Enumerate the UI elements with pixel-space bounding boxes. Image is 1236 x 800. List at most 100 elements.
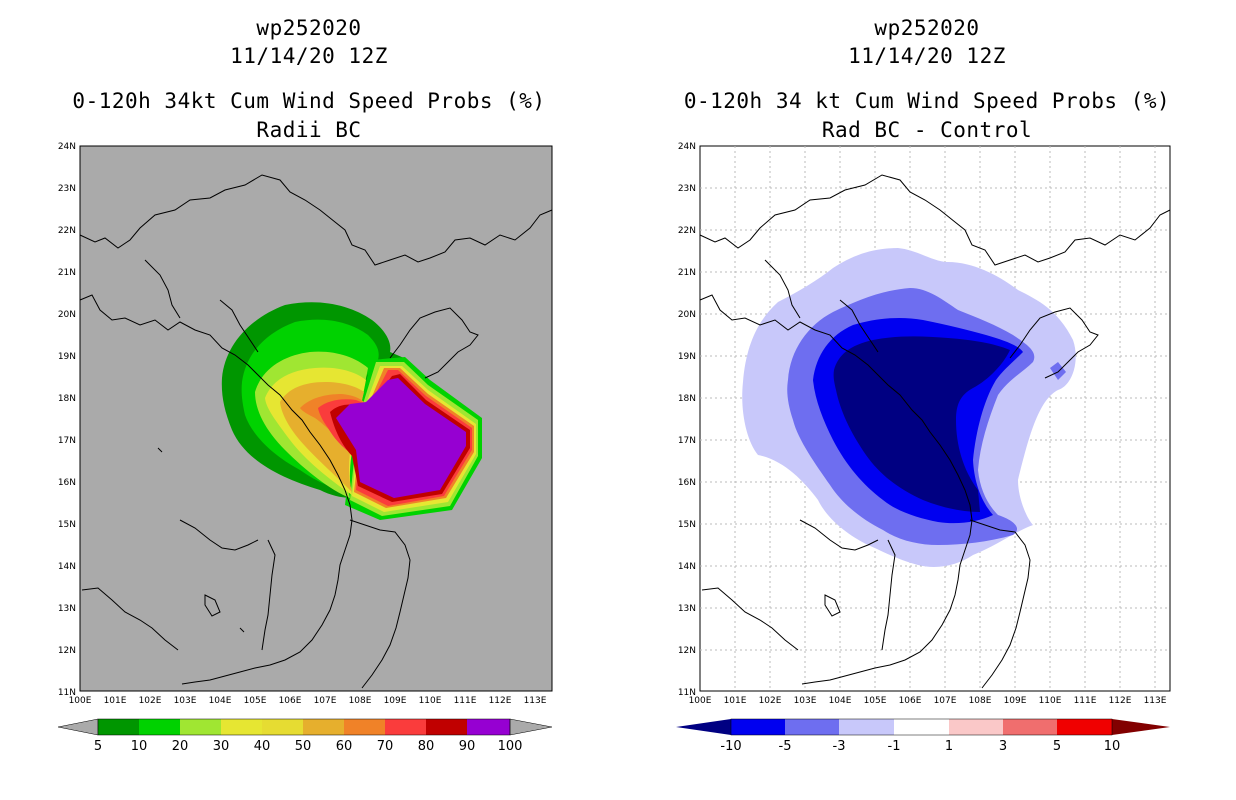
lon-label: 108E <box>349 696 372 706</box>
lat-label: 12N <box>678 646 696 656</box>
lat-label: 24N <box>678 142 696 152</box>
colorbar-label: 80 <box>418 739 435 754</box>
lat-label: 20N <box>58 310 76 320</box>
lon-label: 100E <box>69 696 92 706</box>
colorbar-label: 100 <box>498 739 523 754</box>
left-map: 24N 23N 22N 21N 20N 19N 18N 17N 16N 15N … <box>57 142 553 754</box>
lon-label: 113E <box>1144 696 1167 706</box>
colorbar-swatch <box>1003 719 1057 735</box>
left-title-storm: wp252020 <box>256 16 362 40</box>
colorbar-swatch <box>426 719 467 735</box>
left-title-subtitle: Radii BC <box>256 118 362 142</box>
colorbar-swatch <box>344 719 385 735</box>
lon-label: 105E <box>864 696 887 706</box>
lat-label: 17N <box>58 436 76 446</box>
lat-label: 21N <box>678 268 696 278</box>
lat-label: 23N <box>678 184 696 194</box>
colorbar-label: 70 <box>377 739 394 754</box>
lon-label: 112E <box>489 696 512 706</box>
colorbar-label: 20 <box>172 739 189 754</box>
right-title-subtitle: Rad BC - Control <box>821 118 1033 142</box>
lat-label: 14N <box>58 562 76 572</box>
left-lat-ticks: 24N 23N 22N 21N 20N 19N 18N 17N 16N 15N … <box>58 142 76 698</box>
colorbar-label: -3 <box>833 739 846 754</box>
colorbar-under-arrow <box>676 719 731 735</box>
colorbar-label: 5 <box>94 739 102 754</box>
left-colorbar: 5 10 20 30 40 50 60 70 80 90 100 <box>57 718 553 754</box>
colorbar-over-arrow <box>509 718 553 736</box>
lat-label: 22N <box>678 226 696 236</box>
lat-label: 13N <box>678 604 696 614</box>
lon-label: 106E <box>899 696 922 706</box>
lon-label: 100E <box>689 696 712 706</box>
lon-label: 102E <box>139 696 162 706</box>
colorbar-swatch <box>949 719 1003 735</box>
lon-label: 101E <box>104 696 127 706</box>
lon-label: 103E <box>174 696 197 706</box>
colorbar-swatch <box>180 719 221 735</box>
colorbar-swatch <box>839 719 894 735</box>
lat-label: 15N <box>58 520 76 530</box>
colorbar-label: 1 <box>945 739 953 754</box>
left-coastlines <box>79 174 553 689</box>
right-colorbar: -10 -5 -3 -1 1 3 5 10 <box>676 718 1170 754</box>
left-probability-contours <box>221 302 482 520</box>
colorbar-under-arrow <box>57 718 99 736</box>
right-panel: wp252020 11/14/20 12Z 0-120h 34 kt Cum W… <box>618 0 1236 800</box>
colorbar-label: -10 <box>720 739 741 754</box>
colorbar-label: 90 <box>459 739 476 754</box>
colorbar-label: 50 <box>295 739 312 754</box>
colorbar-swatch <box>262 719 303 735</box>
colorbar-label: 5 <box>1053 739 1061 754</box>
lon-label: 101E <box>724 696 747 706</box>
colorbar-swatch <box>894 719 949 735</box>
lon-label: 110E <box>419 696 442 706</box>
colorbar-label: -5 <box>779 739 792 754</box>
lat-label: 21N <box>58 268 76 278</box>
lat-label: 16N <box>58 478 76 488</box>
lat-label: 14N <box>678 562 696 572</box>
left-lon-ticks: 100E 101E 102E 103E 104E 105E 106E 107E … <box>69 696 547 706</box>
colorbar-swatch <box>139 719 180 735</box>
lon-label: 104E <box>829 696 852 706</box>
lat-label: 24N <box>58 142 76 152</box>
right-lat-ticks: 24N 23N 22N 21N 20N 19N 18N 17N 16N 15N … <box>678 142 696 698</box>
lat-label: 15N <box>678 520 696 530</box>
lat-label: 19N <box>678 352 696 362</box>
colorbar-swatch <box>385 719 426 735</box>
colorbar-label: 3 <box>999 739 1007 754</box>
left-title-product: 0-120h 34kt Cum Wind Speed Probs (%) <box>72 89 546 113</box>
lon-label: 112E <box>1109 696 1132 706</box>
lon-label: 102E <box>759 696 782 706</box>
colorbar-label: 10 <box>1104 739 1121 754</box>
lon-label: 111E <box>454 696 477 706</box>
right-title-storm: wp252020 <box>874 16 980 40</box>
colorbar-over-arrow <box>1112 719 1170 735</box>
lat-label: 22N <box>58 226 76 236</box>
lon-label: 104E <box>209 696 232 706</box>
lat-label: 17N <box>678 436 696 446</box>
lon-label: 103E <box>794 696 817 706</box>
colorbar-swatch <box>98 719 139 735</box>
lat-label: 11N <box>58 688 76 698</box>
lon-label: 108E <box>969 696 992 706</box>
lat-label: 20N <box>678 310 696 320</box>
left-title-date: 11/14/20 12Z <box>230 44 388 68</box>
lat-label: 18N <box>678 394 696 404</box>
colorbar-swatch <box>731 719 785 735</box>
lat-label: 12N <box>58 646 76 656</box>
colorbar-label: 40 <box>254 739 271 754</box>
right-title-date: 11/14/20 12Z <box>848 44 1006 68</box>
colorbar-swatch <box>303 719 344 735</box>
colorbar-swatch <box>467 719 510 735</box>
colorbar-swatch <box>785 719 839 735</box>
lon-label: 109E <box>1004 696 1027 706</box>
right-map: 24N 23N 22N 21N 20N 19N 18N 17N 16N 15N … <box>676 142 1171 754</box>
left-panel: wp252020 11/14/20 12Z 0-120h 34kt Cum Wi… <box>57 16 553 754</box>
colorbar-label: -1 <box>888 739 901 754</box>
lon-label: 113E <box>524 696 547 706</box>
lon-label: 106E <box>279 696 302 706</box>
lat-label: 19N <box>58 352 76 362</box>
colorbar-label: 30 <box>213 739 230 754</box>
colorbar-label: 60 <box>336 739 353 754</box>
